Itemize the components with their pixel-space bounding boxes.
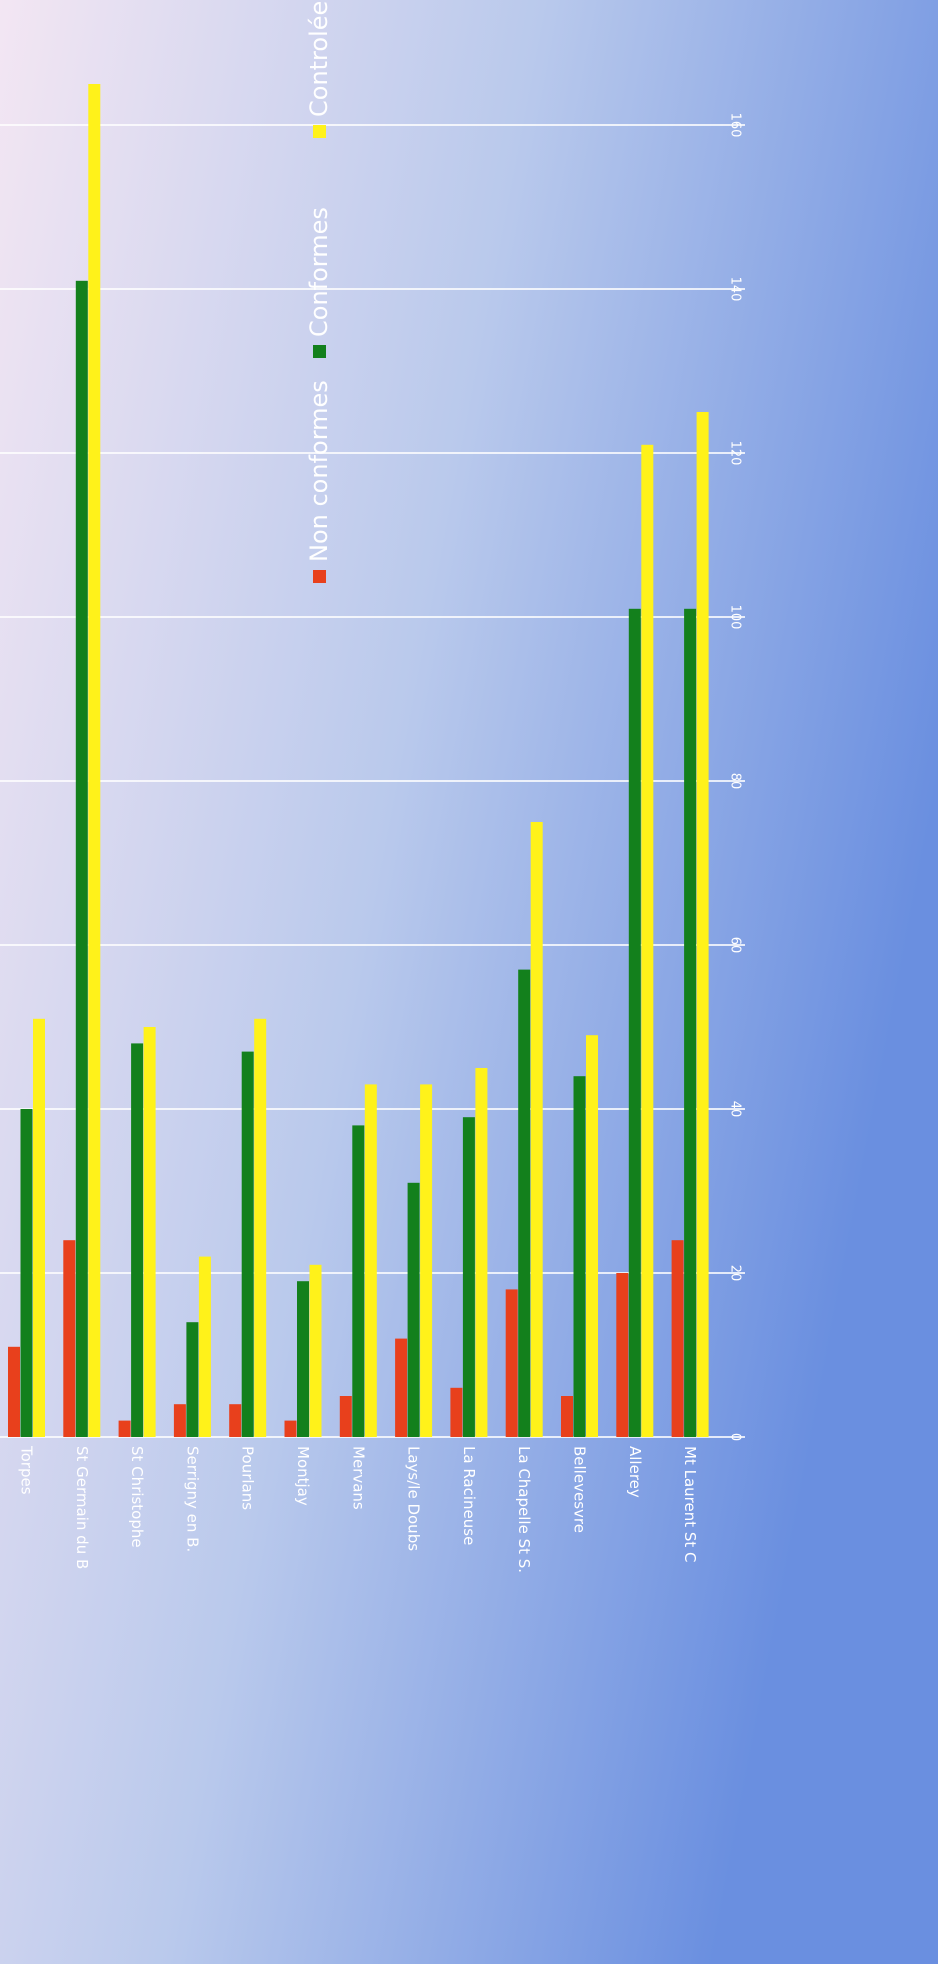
bar	[395, 1338, 408, 1437]
bar	[309, 1264, 322, 1437]
bar	[88, 84, 101, 1437]
legend-swatch	[313, 345, 326, 358]
bar	[186, 1322, 199, 1437]
bar	[641, 444, 654, 1437]
bar	[518, 969, 531, 1437]
bar	[561, 1396, 573, 1437]
x-tick-label: La Chapelle St S.	[515, 1446, 533, 1573]
x-tick-label: Serrigny en B.	[183, 1446, 201, 1552]
bar	[586, 1035, 598, 1437]
bar	[254, 1018, 267, 1437]
bar	[696, 412, 709, 1437]
x-tick-label: Pourlans	[239, 1446, 257, 1510]
x-tick-label: St Germain du B	[73, 1446, 91, 1569]
y-tick-label: 20	[728, 1265, 743, 1282]
legend-swatch	[313, 125, 326, 138]
bar	[684, 608, 697, 1437]
legend-label: Non conformes	[305, 380, 333, 562]
bar	[339, 1396, 352, 1437]
y-tick-label: 80	[728, 773, 743, 790]
legend-swatch	[313, 570, 326, 583]
x-tick-label: Bellevesvre	[571, 1446, 589, 1533]
x-tick-label: La Racineuse	[460, 1446, 478, 1545]
bar	[505, 1289, 518, 1437]
x-tick-label: Torpes	[18, 1445, 36, 1495]
bar	[573, 1076, 586, 1437]
bar	[297, 1281, 309, 1437]
bar	[20, 1109, 33, 1437]
bar	[33, 1018, 45, 1437]
bar	[131, 1043, 144, 1437]
bar	[530, 822, 543, 1437]
bar	[407, 1182, 420, 1437]
bar	[628, 608, 641, 1437]
bar	[364, 1084, 377, 1437]
bar	[352, 1125, 365, 1437]
y-tick-label: 60	[728, 937, 743, 954]
y-tick-label: 140	[728, 277, 743, 302]
bar	[198, 1256, 211, 1437]
bar	[450, 1387, 463, 1437]
legend-label: Controlées	[305, 0, 333, 117]
x-tick-label: Mervans	[349, 1446, 367, 1510]
bar	[241, 1051, 254, 1437]
bar	[475, 1068, 488, 1437]
legend-label: Conformes	[305, 207, 333, 337]
bar	[284, 1420, 297, 1437]
bar	[616, 1273, 629, 1437]
y-tick-label: 40	[728, 1101, 743, 1118]
bar	[118, 1420, 131, 1437]
x-tick-label: Mt Laurent St C	[681, 1446, 699, 1563]
bar	[671, 1240, 684, 1437]
bar	[143, 1027, 156, 1437]
bar	[420, 1084, 433, 1437]
x-tick-label: Lays/le Doubs	[405, 1446, 423, 1551]
y-tick-label: 120	[728, 441, 743, 466]
bar	[229, 1404, 242, 1437]
bar	[173, 1404, 186, 1437]
bar	[462, 1117, 475, 1437]
bar	[8, 1346, 20, 1437]
y-tick-label: 160	[728, 113, 743, 138]
x-tick-label: Allerey	[626, 1446, 644, 1498]
y-tick-label: 0	[728, 1433, 743, 1441]
bar	[63, 1240, 76, 1437]
y-tick-label: 100	[728, 605, 743, 630]
bar	[75, 280, 88, 1437]
x-tick-label: St Christophe	[128, 1446, 146, 1548]
x-tick-label: Montjay	[294, 1446, 312, 1506]
